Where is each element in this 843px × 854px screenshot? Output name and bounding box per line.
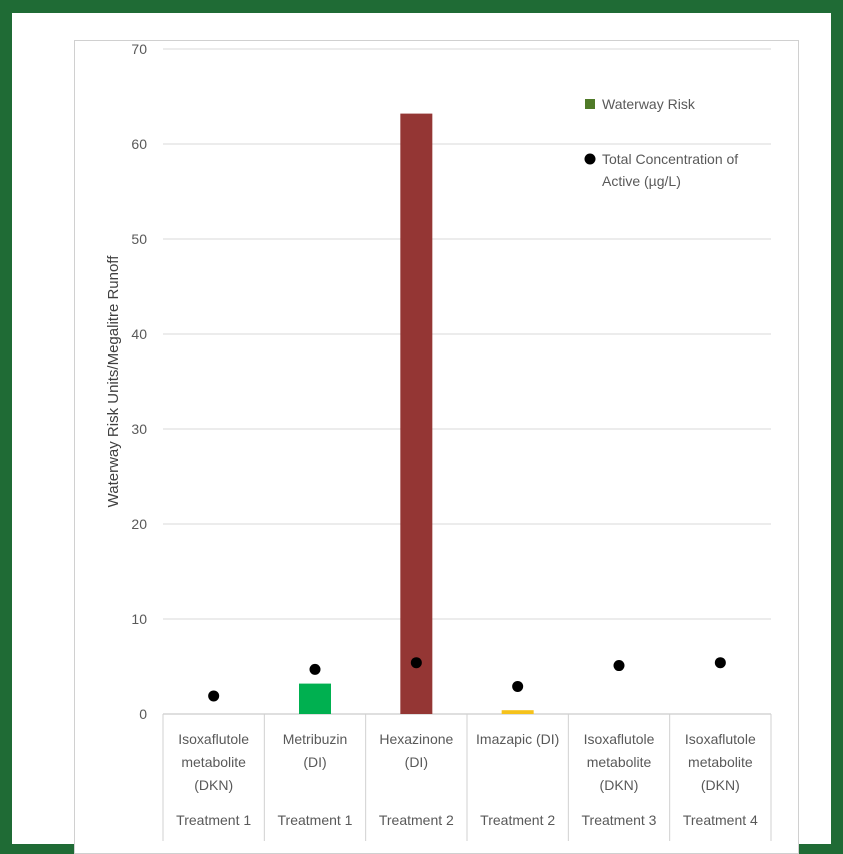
concentration-point (714, 657, 726, 669)
x-category-label: metabolite (181, 754, 246, 770)
bar (400, 113, 433, 715)
x-category-label: (DKN) (600, 777, 639, 793)
y-tick-label: 60 (131, 136, 147, 152)
x-category-label: Imazapic (DI) (476, 731, 559, 747)
x-category-label: Isoxaflutole (584, 731, 655, 747)
x-group-label: Treatment 2 (379, 812, 454, 828)
x-category-label: Metribuzin (283, 731, 348, 747)
concentration-point (309, 663, 321, 675)
bar (299, 683, 331, 714)
y-tick-label: 10 (131, 611, 147, 627)
concentration-point (208, 690, 220, 702)
x-category-label: (DKN) (194, 777, 233, 793)
x-group-label: Treatment 3 (582, 812, 657, 828)
concentration-point (410, 657, 422, 669)
legend-marker-square (585, 99, 595, 109)
figure-frame: 0 10 20 30 40 50 60 70 Isoxaflutole metabolite (DK… (12, 13, 831, 854)
y-tick-label: 70 (131, 41, 147, 57)
legend-marker-circle (584, 153, 596, 165)
risk-bar-chart: 0 10 20 30 40 50 60 70 Isoxaflutole metabolite (DK… (105, 41, 772, 841)
y-tick-label: 20 (131, 516, 147, 532)
x-category-label: Isoxaflutole (178, 731, 249, 747)
y-tick-label: 50 (131, 231, 147, 247)
bar (501, 710, 534, 714)
legend-label: Active (µg/L) (602, 173, 681, 189)
x-group-label: Treatment 2 (480, 812, 555, 828)
concentration-point (512, 680, 524, 692)
x-category-label: Hexazinone (379, 731, 453, 747)
x-category-label: (DKN) (701, 777, 740, 793)
concentration-point (613, 660, 625, 672)
x-category-label: (DI) (405, 754, 428, 770)
x-category-label: metabolite (587, 754, 652, 770)
y-tick-label: 40 (131, 326, 147, 342)
legend-label: Waterway Risk (602, 96, 696, 112)
x-category-label: Isoxaflutole (685, 731, 756, 747)
legend-label: Total Concentration of (602, 151, 738, 167)
x-group-label: Treatment 4 (683, 812, 758, 828)
y-tick-label: 0 (139, 706, 147, 722)
x-category-label: (DI) (303, 754, 326, 770)
x-group-label: Treatment 1 (176, 812, 251, 828)
x-category-label: metabolite (688, 754, 753, 770)
x-group-label: Treatment 1 (278, 812, 353, 828)
chart-area: 0 10 20 30 40 50 60 70 Isoxaflutole metabolite (DK… (74, 40, 799, 854)
y-tick-label: 30 (131, 421, 147, 437)
y-axis-title: Waterway Risk Units/Megalitre Runoff (105, 255, 122, 508)
